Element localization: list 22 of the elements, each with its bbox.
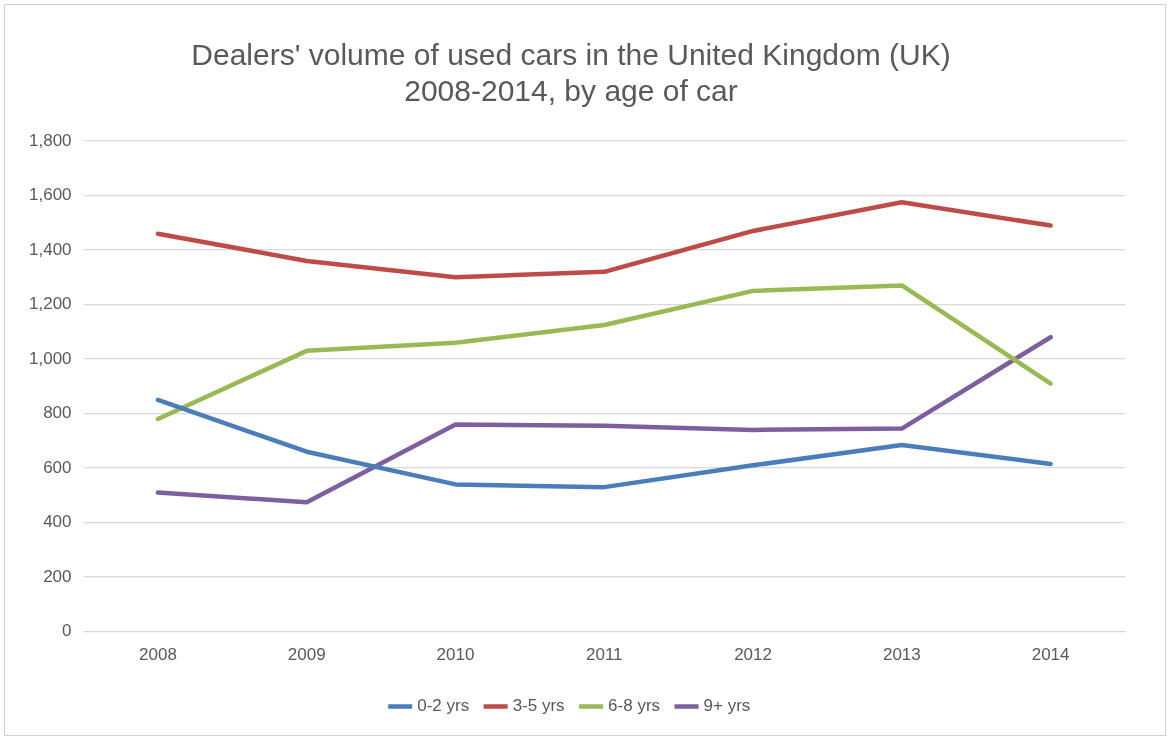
y-tick-label: 0 <box>62 621 72 641</box>
y-tick-label: 800 <box>43 403 72 423</box>
legend-label: 6-8 yrs <box>608 696 661 716</box>
x-tick-label: 2011 <box>585 645 623 665</box>
x-tick-label: 2008 <box>139 645 177 665</box>
x-tick-label: 2012 <box>734 645 772 665</box>
legend-label: 3-5 yrs <box>512 696 565 716</box>
y-tick-label: 1,200 <box>28 294 72 314</box>
legend-label: 9+ yrs <box>703 696 751 716</box>
y-tick-label: 1,800 <box>28 130 72 150</box>
legend-label: 0-2 yrs <box>417 696 470 716</box>
y-tick-label: 1,600 <box>28 185 72 205</box>
x-tick-label: 2010 <box>436 645 475 665</box>
x-tick-label: 2009 <box>287 645 326 665</box>
y-tick-label: 600 <box>43 457 72 477</box>
x-tick-label: 2014 <box>1031 645 1070 665</box>
chart-title: Dealers' volume of used cars in the United Kingdom (UK) 2008-2014, by age of car <box>191 38 951 108</box>
y-tick-label: 400 <box>43 512 72 532</box>
y-tick-label: 1,000 <box>28 348 72 368</box>
x-tick-label: 2013 <box>882 645 921 665</box>
y-tick-label: 1,400 <box>28 239 72 259</box>
y-tick-label: 200 <box>43 566 72 586</box>
